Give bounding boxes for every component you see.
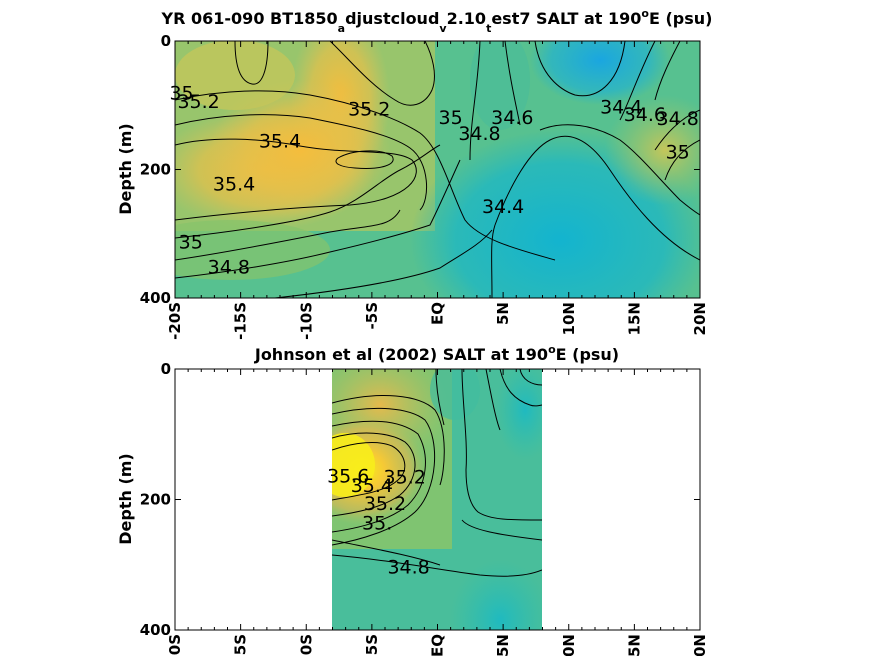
contour-label: 34.4	[600, 97, 642, 119]
y-tick-labels: 0 200 400	[140, 32, 171, 307]
contour-label: 34.4	[482, 196, 524, 218]
x-tick-label: -20S	[166, 634, 184, 656]
x-tick-label: -15S	[232, 302, 250, 340]
x-tick-label: 10N	[560, 634, 578, 656]
x-tick-label: 20N	[691, 634, 709, 656]
contour-label: 34.8	[387, 557, 429, 579]
x-tick-labels: -20S -15S -10S -5S EQ 5N 10N 15N 20N	[166, 634, 709, 656]
chart-bottom: Johnson et al (2002) SALT at 190oE (psu)	[116, 343, 709, 656]
contour-label: 34.6	[624, 104, 666, 126]
contour-label: 35.4	[351, 475, 393, 497]
x-tick-label: EQ	[429, 302, 447, 325]
contour-label: 34.8	[208, 257, 250, 279]
x-tick-label: 10N	[560, 302, 578, 335]
x-tick-label: 20N	[691, 302, 709, 335]
x-tick-label: -15S	[232, 634, 250, 656]
x-tick-label: -10S	[297, 302, 315, 340]
y-axis-label: Depth (m)	[116, 123, 135, 215]
contour-label: 34.8	[458, 123, 500, 145]
contour-label: 35.4	[213, 174, 255, 196]
y-tick-label: 400	[140, 289, 171, 307]
contour-label: 34.6	[491, 107, 533, 129]
x-tick-label: -5S	[363, 634, 381, 656]
y-tick-labels: 0 200 400	[140, 360, 171, 639]
contour-label: 35.2	[364, 493, 406, 515]
y-tick-label: 0	[161, 32, 171, 50]
x-tick-label: 15N	[625, 634, 643, 656]
chart-title: Johnson et al (2002) SALT at 190oE (psu)	[254, 343, 619, 364]
x-tick-label: 5N	[494, 634, 512, 656]
contour-label: 35.4	[259, 131, 301, 153]
x-tick-label: 5N	[494, 302, 512, 325]
contour-label: 35.2	[384, 467, 426, 489]
chart-title: YR 061-090 BT1850adjustcloudv2.10test7 S…	[161, 7, 713, 35]
x-tick-label: -10S	[297, 634, 315, 656]
contour-lines	[332, 369, 542, 577]
y-tick-label: 400	[140, 621, 171, 639]
contour-label: 35.2	[348, 98, 390, 120]
contour-label: 35	[666, 142, 690, 164]
x-tick-labels: -20S -15S -10S -5S EQ 5N 10N 15N 20N	[166, 302, 709, 340]
x-tick-label: EQ	[429, 634, 447, 656]
heatmap-field	[175, 41, 700, 298]
x-tick-label: -5S	[363, 302, 381, 329]
contour-lines	[175, 41, 700, 298]
contour-label: 35	[179, 231, 203, 253]
contour-labels: 35.635.435.235.235.34.8	[327, 465, 430, 578]
heatmap-field	[332, 369, 542, 630]
x-tick-label: -20S	[166, 302, 184, 340]
contour-label: 35.6	[327, 465, 369, 487]
x-tick-label: 15N	[625, 302, 643, 335]
contour-label: 35	[169, 82, 193, 104]
y-axis-label: Depth (m)	[116, 453, 135, 545]
contour-label: 35	[439, 107, 463, 129]
y-tick-label: 200	[140, 491, 171, 509]
y-tick-label: 0	[161, 360, 171, 378]
contour-label: 35.2	[177, 91, 219, 113]
minor-ticks	[174, 368, 701, 631]
contour-label: 35.	[362, 512, 392, 534]
minor-ticks	[174, 40, 701, 299]
y-tick-label: 200	[140, 161, 171, 179]
contour-label: 34.8	[657, 108, 699, 130]
chart-top: YR 061-090 BT1850adjustcloudv2.10test7 S…	[116, 7, 713, 340]
